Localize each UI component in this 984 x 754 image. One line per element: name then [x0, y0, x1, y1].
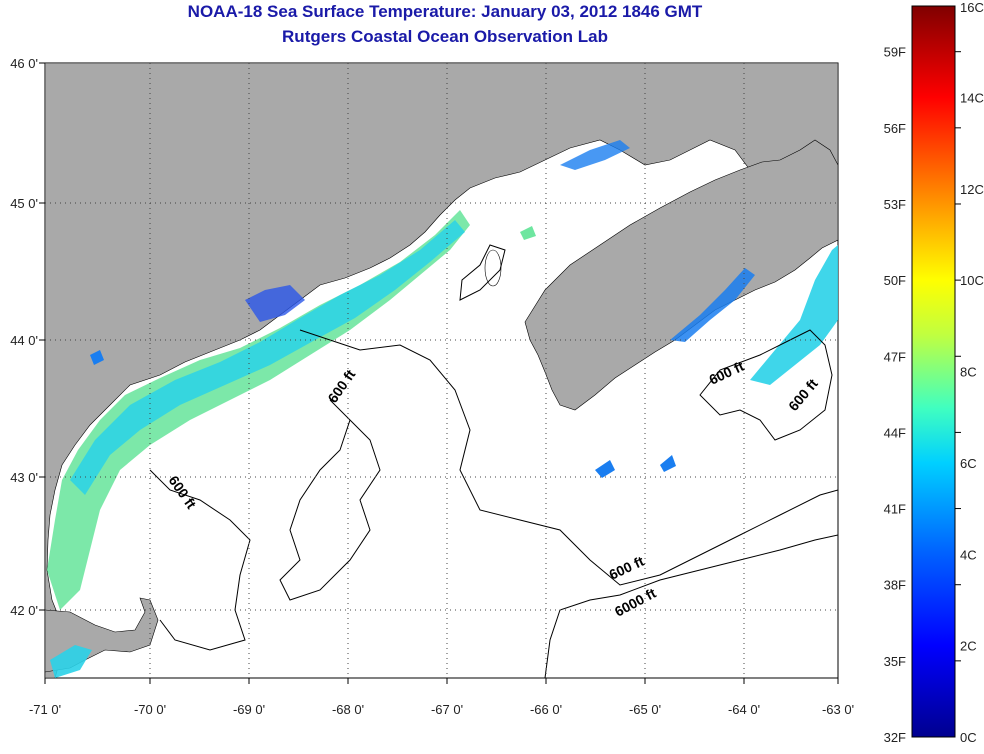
colorbar-c-label: 4C: [960, 547, 977, 562]
lat-tick-label: 44 0': [10, 333, 38, 348]
depth-contours: [149, 244, 838, 678]
sst-swath-bay-fundy: [560, 140, 630, 170]
lon-tick-label: -63 0': [822, 702, 854, 717]
colorbar-c-label: 8C: [960, 365, 977, 380]
colorbar-c-label: 12C: [960, 182, 984, 197]
sst-swath-nova-scotia: [670, 268, 755, 342]
sst-swath-east: [750, 245, 838, 385]
colorbar-celsius-labels: 16C 14C 12C 10C 8C 6C 4C 2C 0C: [960, 0, 984, 745]
map-title: NOAA-18 Sea Surface Temperature: January…: [187, 2, 703, 21]
sst-patch-small-3: [520, 226, 536, 240]
colorbar-f-label: 35F: [884, 654, 906, 669]
colorbar-f-label: 44F: [884, 425, 906, 440]
lon-tick-label: -68 0': [332, 702, 364, 717]
lon-tick-label: -70 0': [134, 702, 166, 717]
colorbar-f-label: 41F: [884, 502, 906, 517]
colorbar-c-label: 0C: [960, 730, 977, 745]
colorbar-f-label: 38F: [884, 578, 906, 593]
sst-patch-small-4: [90, 350, 104, 365]
sst-swath-coastal-inner: [70, 220, 465, 495]
lon-tick-label: -71 0': [29, 702, 61, 717]
lat-tick-label: 46 0': [10, 56, 38, 71]
colorbar-c-label: 16C: [960, 0, 984, 15]
lon-tick-label: -65 0': [629, 702, 661, 717]
graticule: [45, 63, 838, 678]
lat-tick-label: 45 0': [10, 196, 38, 211]
latitude-axis: 46 0' 45 0' 44 0' 43 0' 42 0': [10, 56, 45, 618]
land-nova-scotia: [524, 139, 838, 411]
colorbar-f-label: 47F: [884, 349, 906, 364]
lon-tick-label: -67 0': [431, 702, 463, 717]
map-subtitle: Rutgers Coastal Ocean Observation Lab: [282, 27, 608, 46]
sst-swath-coastal-cold: [245, 285, 305, 322]
lon-tick-label: -66 0': [530, 702, 562, 717]
sst-patch-small-2: [660, 455, 676, 472]
longitude-axis: -71 0' -70 0' -69 0' -68 0' -67 0' -66 0' -65 …: [29, 678, 854, 717]
land-island: [484, 249, 502, 287]
colorbar-c-label: 2C: [960, 639, 977, 654]
lat-tick-label: 43 0': [10, 470, 38, 485]
colorbar-f-label: 32F: [884, 730, 906, 745]
colorbar-c-label: 10C: [960, 273, 984, 288]
colorbar: [911, 5, 956, 738]
colorbar-f-label: 53F: [884, 197, 906, 212]
colorbar-f-label: 50F: [884, 273, 906, 288]
lon-tick-label: -64 0': [728, 702, 760, 717]
lat-tick-label: 42 0': [10, 603, 38, 618]
sst-patch-small-1: [595, 460, 615, 478]
colorbar-c-label: 14C: [960, 90, 984, 105]
colorbar-f-label: 59F: [884, 45, 906, 60]
colorbar-f-label: 56F: [884, 121, 906, 136]
colorbar-c-label: 6C: [960, 456, 977, 471]
colorbar-fahrenheit-labels: 59F 56F 53F 50F 47F 44F 41F 38F 35F 32F: [884, 45, 961, 745]
lon-tick-label: -69 0': [233, 702, 265, 717]
sst-patch-south: [50, 645, 92, 678]
